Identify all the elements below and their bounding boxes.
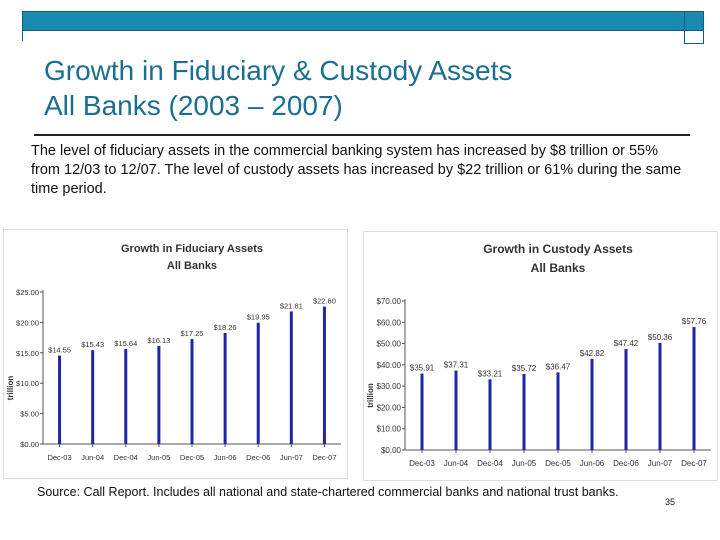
- bar: [58, 355, 62, 444]
- x-tick-label: Jun-07: [280, 453, 303, 462]
- x-tick-label: Dec-04: [477, 459, 503, 468]
- chart-title: Growth in Custody Assets: [483, 242, 633, 256]
- x-tick-label: Dec-05: [180, 453, 204, 462]
- y-tick-label: $10.00: [16, 379, 39, 388]
- bar-value-label: $47.42: [614, 339, 639, 348]
- bar: [454, 370, 458, 450]
- bar: [289, 311, 293, 444]
- x-tick-label: Dec-07: [681, 459, 707, 468]
- bar: [190, 339, 194, 444]
- x-tick-label: Jun-05: [147, 453, 170, 462]
- y-tick-label: $10.00: [377, 425, 402, 434]
- fiduciary-assets-chart: Growth in Fiduciary Assets All Banks $0.00…: [3, 229, 348, 479]
- y-tick-label: $70.00: [377, 297, 402, 306]
- source-note: Source: Call Report. Includes all nation…: [37, 485, 619, 499]
- bar-value-label: $16.13: [147, 336, 170, 345]
- bar-value-label: $35.91: [410, 364, 435, 373]
- y-tick-label: $60.00: [377, 318, 402, 327]
- bar-value-label: $57.76: [682, 317, 707, 326]
- page-number: 35: [665, 497, 676, 507]
- x-tick-label: Jun-04: [81, 453, 104, 462]
- bar: [522, 373, 526, 450]
- bar-value-label: $17.25: [181, 329, 204, 338]
- bar: [658, 342, 662, 450]
- y-axis-label: trillion: [6, 376, 15, 401]
- bar-value-label: $22.60: [313, 297, 336, 306]
- x-tick-label: Dec-05: [545, 459, 571, 468]
- bar-value-label: $37.31: [444, 361, 469, 370]
- bar: [91, 350, 95, 444]
- bar-value-label: $35.72: [512, 364, 537, 373]
- bar: [692, 327, 696, 450]
- x-tick-label: Dec-06: [613, 459, 639, 468]
- bar: [556, 372, 560, 450]
- bar-value-label: $15.43: [81, 340, 104, 349]
- bar: [420, 373, 424, 450]
- x-tick-label: Jun-06: [214, 453, 237, 462]
- bar: [157, 345, 161, 444]
- title-divider: [34, 134, 690, 136]
- x-tick-label: Dec-07: [312, 453, 336, 462]
- chart-subtitle: All Banks: [167, 260, 217, 272]
- x-tick-label: Jun-05: [512, 459, 537, 468]
- y-tick-label: $5.00: [20, 410, 39, 419]
- y-tick-label: $20.00: [16, 318, 39, 327]
- bar-value-label: $50.36: [648, 333, 673, 342]
- x-tick-label: Dec-03: [409, 459, 435, 468]
- bar: [590, 358, 594, 450]
- title-line-2: All Banks (2003 – 2007): [44, 90, 343, 121]
- y-tick-label: $15.00: [16, 349, 39, 358]
- bar-value-label: $33.21: [478, 369, 503, 378]
- header-square-lower: [684, 31, 704, 44]
- bar-value-label: $36.47: [546, 362, 571, 371]
- bar-value-label: $14.55: [48, 346, 71, 355]
- y-tick-label: $20.00: [377, 403, 402, 412]
- custody-chart-svg: Growth in Custody Assets All Banks $0.00 $1…: [363, 231, 718, 481]
- y-tick-label: $0.00: [20, 440, 39, 449]
- x-tick-label: Jun-04: [444, 459, 469, 468]
- bar: [223, 332, 227, 444]
- slide-title: Growth in Fiduciary & Custody Assets All…: [44, 53, 684, 123]
- chart-subtitle: All Banks: [531, 261, 586, 275]
- bar-value-label: $15.64: [114, 339, 137, 348]
- y-axis-label: trillion: [366, 383, 375, 408]
- y-tick-label: $25.00: [16, 288, 39, 297]
- header-square: [684, 12, 703, 30]
- bar-value-label: $18.26: [214, 323, 237, 332]
- x-tick-label: Dec-03: [47, 453, 71, 462]
- bar: [256, 322, 260, 444]
- y-tick-label: $40.00: [377, 361, 402, 370]
- header-bar: [22, 11, 704, 44]
- bar: [488, 379, 492, 450]
- chart-title: Growth in Fiduciary Assets: [121, 243, 263, 255]
- y-tick-label: $0.00: [381, 446, 402, 455]
- y-tick-label: $30.00: [377, 382, 402, 391]
- bar: [624, 349, 628, 450]
- title-line-1: Growth in Fiduciary & Custody Assets: [44, 55, 513, 86]
- bar-value-label: $21.81: [280, 301, 303, 310]
- x-tick-label: Jun-06: [580, 459, 605, 468]
- slide-body-text: The level of fiduciary assets in the com…: [31, 143, 682, 197]
- bar: [124, 348, 128, 444]
- fiduciary-chart-svg: Growth in Fiduciary Assets All Banks $0.00…: [3, 229, 348, 479]
- y-tick-label: $50.00: [377, 340, 402, 349]
- bar: [322, 306, 326, 444]
- x-tick-label: Dec-06: [246, 453, 270, 462]
- x-tick-label: Dec-04: [114, 453, 138, 462]
- x-tick-label: Jun-07: [648, 459, 673, 468]
- bar-value-label: $19.95: [247, 313, 270, 322]
- custody-assets-chart: Growth in Custody Assets All Banks $0.00 $1…: [363, 231, 718, 481]
- header-left-line: [22, 31, 23, 41]
- bar-value-label: $42.82: [580, 349, 605, 358]
